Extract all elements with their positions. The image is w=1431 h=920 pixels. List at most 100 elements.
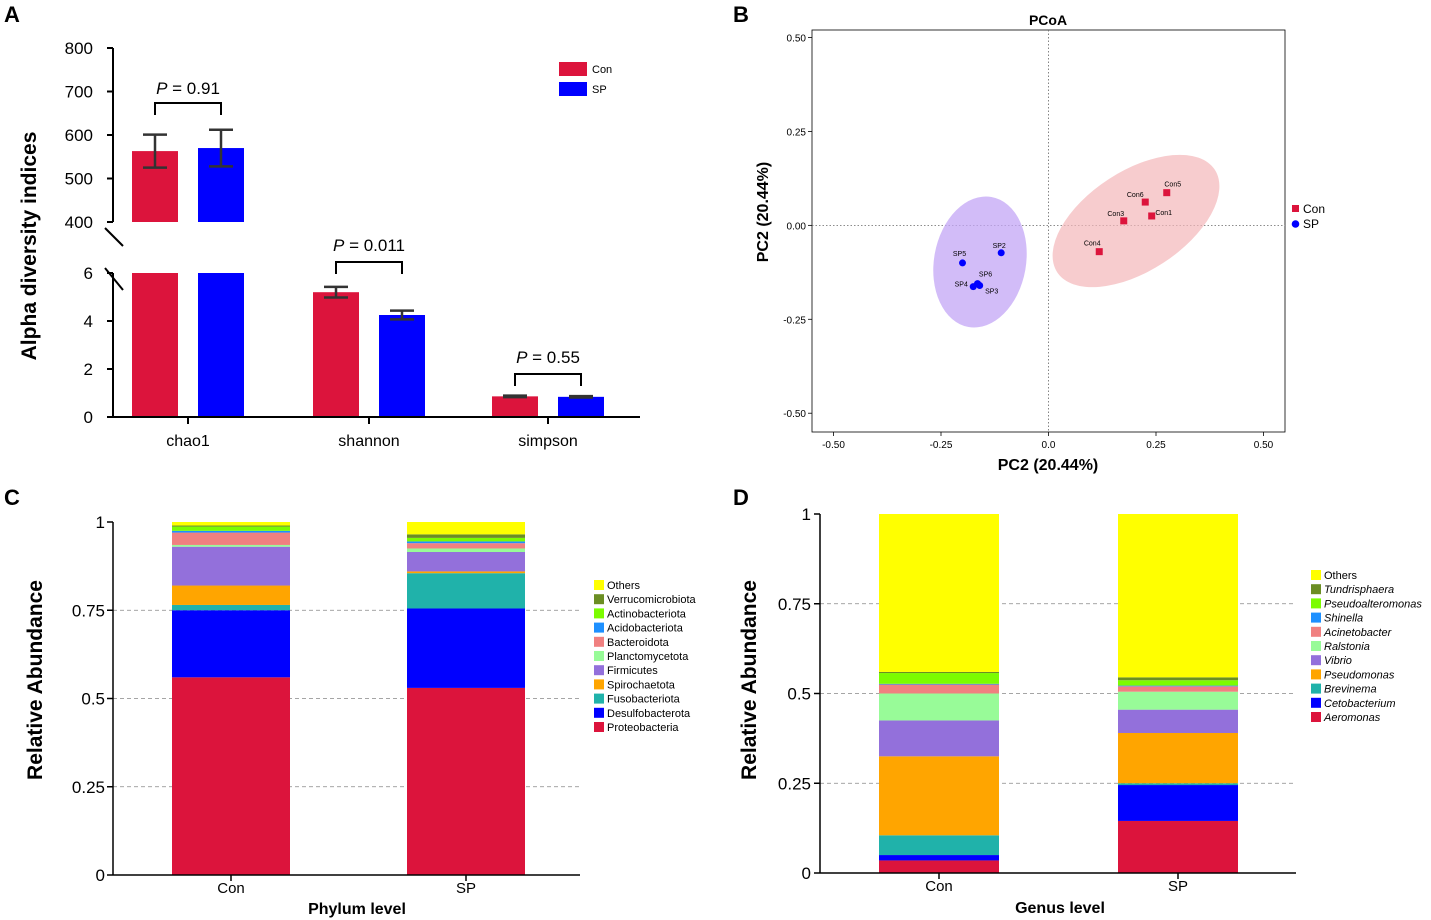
bar-segment-vibrio-con: [879, 720, 999, 757]
y-tick-label: 0.25: [778, 774, 811, 793]
legend-label-con: Con: [592, 64, 612, 76]
y-tick-label: 500: [65, 170, 93, 189]
legend-label-brevinema: Brevinema: [1324, 684, 1377, 696]
legend-label-vibrio: Vibrio: [1324, 655, 1352, 667]
y-tick-label: 4: [84, 312, 93, 331]
legend-swatch-shinella: [1311, 612, 1321, 623]
y-tick-label: -0.25: [783, 315, 806, 326]
bar-segment-shinella-con: [879, 683, 999, 685]
x-axis-title: PC2 (20.44%): [998, 457, 1099, 474]
panel-c-label: C: [4, 485, 20, 510]
legend-label-desulfobacterota: Desulfobacterota: [607, 708, 691, 720]
legend-label-tundrisphaera: Tundrisphaera: [1324, 584, 1394, 596]
x-axis-title: Phylum level: [308, 901, 406, 918]
bar-segment-acinetobacter-con: [879, 684, 999, 694]
point-label: SP5: [953, 251, 966, 258]
bar-segment-pseudoalteromonas-sp: [1118, 680, 1238, 686]
legend-swatch-firmicutes: [594, 665, 604, 676]
legend-label-sp: SP: [592, 84, 607, 96]
legend-label-acidobacteriota: Acidobacteriota: [607, 623, 684, 635]
legend-label-verrucomicrobiota: Verrucomicrobiota: [607, 594, 697, 606]
point-con6: [1141, 198, 1149, 206]
bar-sp-shannon: [379, 315, 425, 417]
bar-segment-bacteroidota-sp: [407, 543, 525, 549]
bar-segment-brevinema-con: [879, 835, 999, 856]
bar-sp-simpson: [558, 396, 604, 417]
point-label: SP2: [993, 243, 1006, 250]
bar-segment-pseudomonas-sp: [1118, 732, 1238, 784]
point-sp2: [997, 249, 1005, 257]
y-tick-label: 0: [84, 408, 93, 427]
bar-segment-pseudoalteromonas-con: [879, 673, 999, 684]
point-label: Con1: [1155, 210, 1172, 217]
x-tick-label: 0.25: [1146, 440, 1166, 451]
y-tick-label: 1: [802, 505, 811, 524]
bar-segment-planctomycetota-sp: [407, 548, 525, 553]
x-axis-title: Genus level: [1015, 900, 1105, 917]
y-tick-label: 1: [96, 513, 105, 532]
y-tick-label: 0.50: [787, 34, 807, 45]
confidence-ellipse-sp: [933, 196, 1027, 328]
point-con4: [1095, 248, 1103, 256]
legend-swatch-desulfobacterota: [594, 707, 604, 718]
bar-segment-acidobacteriota-con: [172, 530, 290, 533]
legend-label-ralstonia: Ralstonia: [1324, 641, 1370, 653]
legend-label-sp: SP: [1303, 217, 1319, 231]
point-con1: [1148, 212, 1156, 220]
bar-segment-others-sp: [407, 522, 525, 535]
legend-label-pseudomonas: Pseudomonas: [1324, 669, 1395, 681]
y-tick-label: 0.5: [787, 685, 811, 704]
bar-segment-pseudomonas-con: [879, 756, 999, 836]
y-tick-label: 0.00: [787, 221, 807, 232]
legend-swatch-vibrio: [1311, 655, 1321, 666]
y-axis-title: Relative Abundance: [738, 580, 761, 780]
point-label: Con5: [1164, 182, 1181, 189]
legend-label-spirochaetota: Spirochaetota: [607, 679, 676, 691]
y-axis-title: Relative Abundance: [24, 580, 47, 780]
bar-segment-actinobacteriota-con: [172, 526, 290, 531]
bar-segment-aeromonas-sp: [1118, 820, 1238, 873]
bar-segment-bacteroidota-con: [172, 532, 290, 545]
x-tick-label: SP: [456, 880, 476, 897]
y-tick-label: -0.50: [783, 409, 806, 420]
significance-bracket: [514, 373, 582, 386]
y-tick-label: 2: [84, 360, 93, 379]
legend-marker-sp: [1291, 220, 1300, 228]
legend-swatch-sp: [559, 82, 587, 96]
y-tick-label: 0.75: [778, 595, 811, 614]
x-tick-label: 0.0: [1042, 440, 1056, 451]
panel-d-label: D: [733, 485, 749, 510]
legend-label-cetobacterium: Cetobacterium: [1324, 698, 1396, 710]
x-tick-label: chao1: [166, 433, 210, 450]
panel-a: A Alpha diversity indices 400 500 600 700 80…: [4, 2, 640, 450]
y-tick-label: 0: [96, 866, 105, 885]
bar-segment-vibrio-sp: [1118, 709, 1238, 733]
y-tick-label: 0.25: [72, 778, 105, 797]
legend-swatch-brevinema: [1311, 683, 1321, 694]
bar-segment-proteobacteria-con: [172, 677, 290, 875]
legend-swatch-ralstonia: [1311, 641, 1321, 651]
bar-segment-shinella-sp: [1118, 685, 1238, 687]
bar-segment-fusobacteriota-sp: [407, 573, 525, 609]
legend-swatch-acidobacteriota: [594, 622, 604, 633]
legend-label-firmicutes: Firmicutes: [607, 665, 658, 677]
bar-segment-cetobacterium-sp: [1118, 785, 1238, 821]
chart-title: PCoA: [1029, 12, 1067, 28]
x-tick-label: 0.50: [1254, 440, 1274, 451]
legend-label-acinetobacter: Acinetobacter: [1323, 627, 1393, 639]
legend-swatch-verrucomicrobiota: [594, 594, 604, 605]
bar-segment-proteobacteria-sp: [407, 687, 525, 875]
axis-break-mark: [104, 227, 124, 247]
legend-swatch-proteobacteria: [594, 722, 604, 732]
y-tick-label: 400: [65, 213, 93, 232]
legend-label-actinobacteriota: Actinobacteriota: [607, 608, 687, 620]
bar-segment-aeromonas-con: [879, 860, 999, 873]
bar-segment-fusobacteriota-con: [172, 604, 290, 611]
legend-swatch-aeromonas: [1311, 712, 1321, 722]
legend-label-con: Con: [1303, 202, 1325, 216]
y-tick-label: 6: [84, 264, 93, 283]
legend-label-bacteroidota: Bacteroidota: [607, 637, 670, 649]
bar-segment-actinobacteriota-sp: [407, 537, 525, 542]
bar-con-simpson: [492, 396, 538, 417]
bar-segment-verrucomicrobiota-con: [172, 525, 290, 527]
